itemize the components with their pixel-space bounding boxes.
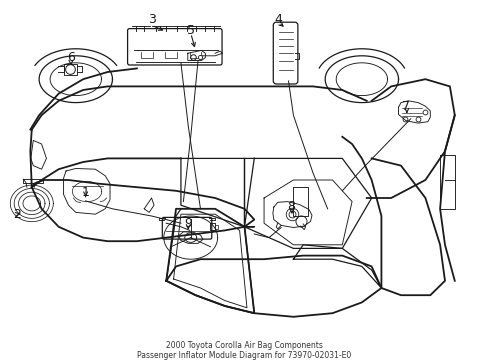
Text: Passenger Inflator Module Diagram for 73970-02031-E0: Passenger Inflator Module Diagram for 73… — [137, 351, 351, 360]
Text: 4: 4 — [274, 13, 282, 26]
Text: 9: 9 — [184, 217, 192, 230]
Text: 5: 5 — [186, 24, 194, 37]
Text: 8: 8 — [286, 201, 294, 213]
Text: 2000 Toyota Corolla Air Bag Components: 2000 Toyota Corolla Air Bag Components — [166, 342, 322, 351]
FancyBboxPatch shape — [162, 217, 211, 239]
Text: 1: 1 — [81, 186, 89, 199]
Text: 3: 3 — [147, 13, 155, 26]
FancyBboxPatch shape — [273, 22, 297, 84]
Text: 2: 2 — [13, 208, 21, 221]
Text: 6: 6 — [67, 51, 75, 64]
FancyBboxPatch shape — [127, 28, 222, 65]
Text: 7: 7 — [401, 100, 409, 113]
